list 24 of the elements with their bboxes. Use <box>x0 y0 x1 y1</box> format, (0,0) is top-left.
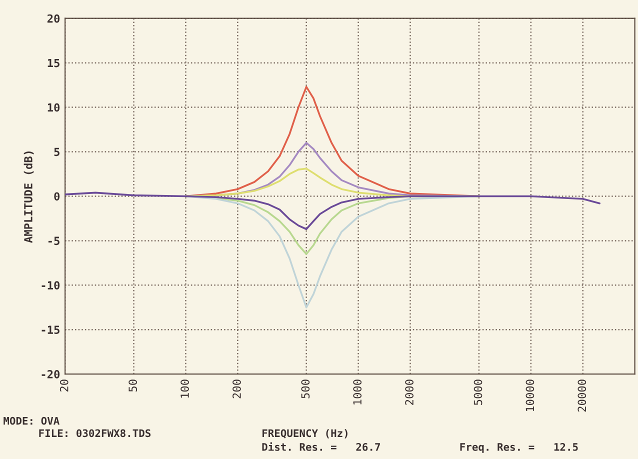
x-tick-label: 500 <box>301 380 310 398</box>
y-tick-label: -10 <box>42 281 60 290</box>
x-tick-label: 1000 <box>353 380 362 404</box>
y-tick-label: 10 <box>48 103 60 112</box>
y-tick-label: -5 <box>48 236 60 246</box>
x-tick-label: 2000 <box>405 380 414 405</box>
text: Freq. Res. = 12.5 <box>460 443 578 453</box>
y-tick-label: 5 <box>54 148 60 156</box>
y-tick-label: 0 <box>54 192 60 201</box>
text: Dist. Res. = 26.7 <box>262 442 380 451</box>
x-tick-label: 10000 <box>526 380 534 412</box>
x-tick-label: 5000 <box>474 380 482 405</box>
x-tick-label: 20000 <box>578 380 586 412</box>
text: MODE: OVA <box>4 416 60 425</box>
text: FILE: 0302FWX8.TDS <box>39 429 151 438</box>
y-tick-label: -15 <box>42 326 60 334</box>
x-axis-title: FREQUENCY (Hz) <box>262 429 348 438</box>
y-tick-label: 15 <box>48 58 60 68</box>
y-tick-label: 20 <box>47 14 60 23</box>
x-tick-label: 50 <box>128 380 138 392</box>
x-tick-label: 100 <box>180 380 189 398</box>
x-tick-label: 200 <box>232 380 241 398</box>
y-tick-label: -20 <box>42 370 60 378</box>
y-axis-title: AMPLITUDE (dB) <box>24 151 34 243</box>
